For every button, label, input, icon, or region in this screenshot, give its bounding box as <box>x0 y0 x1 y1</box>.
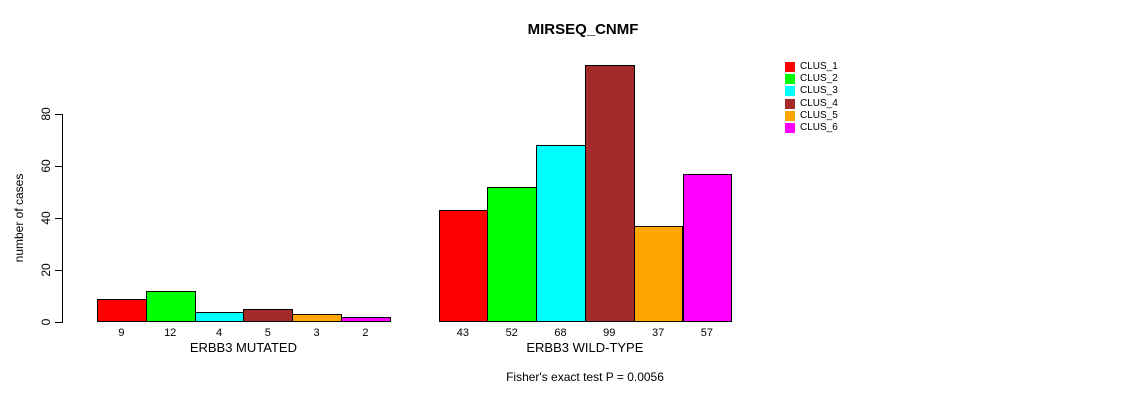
legend-item: CLUS_2 <box>785 73 838 85</box>
bar <box>682 174 733 322</box>
annotation-text: Fisher's exact test P = 0.0056 <box>506 370 664 384</box>
legend-swatch <box>785 74 795 85</box>
y-tick-label: 60 <box>39 159 53 173</box>
bar-value-label: 9 <box>118 327 125 339</box>
legend-item: CLUS_4 <box>785 98 838 110</box>
bar-value-label: 99 <box>603 327 616 339</box>
y-axis-line <box>62 114 63 323</box>
bar <box>536 145 586 322</box>
legend-label: CLUS_6 <box>800 122 838 133</box>
legend-swatch <box>785 62 795 72</box>
group-label: ERBB3 WILD-TYPE <box>526 340 644 355</box>
legend-swatch <box>785 123 795 133</box>
bar <box>292 314 342 322</box>
bar <box>341 317 391 322</box>
y-axis-label: number of cases <box>12 173 26 263</box>
bar-value-label: 2 <box>362 327 369 339</box>
legend-swatch <box>785 110 795 121</box>
legend-label: CLUS_3 <box>800 85 838 97</box>
bar <box>633 226 684 322</box>
bar <box>584 65 635 322</box>
bar-value-label: 52 <box>505 327 518 339</box>
legend-label: CLUS_5 <box>800 109 838 121</box>
y-tick-label: 0 <box>39 318 53 326</box>
bar-value-label: 4 <box>215 327 223 339</box>
group-label: ERBB3 MUTATED <box>189 340 297 355</box>
legend-swatch <box>785 86 795 97</box>
legend-label: CLUS_1 <box>800 61 838 72</box>
y-tick-label: 80 <box>39 107 53 121</box>
legend-item: CLUS_3 <box>785 85 838 97</box>
bar-value-label: 57 <box>700 327 714 339</box>
bar <box>487 187 538 322</box>
y-tick-label: 20 <box>39 263 53 277</box>
legend-item: CLUS_1 <box>785 61 838 73</box>
bar <box>438 210 489 322</box>
y-tick-label: 40 <box>39 211 53 225</box>
y-tick-mark <box>55 166 62 167</box>
y-tick-mark <box>55 270 62 271</box>
bar-value-label: 12 <box>164 327 177 339</box>
bar <box>243 309 294 322</box>
chart-title: MIRSEQ_CNMF <box>527 21 639 38</box>
bar <box>145 291 196 322</box>
legend-label: CLUS_4 <box>800 97 838 109</box>
y-tick-mark <box>55 218 62 219</box>
bar-value-label: 43 <box>456 327 470 339</box>
bar <box>194 312 245 322</box>
bar-value-label: 68 <box>554 327 567 339</box>
bar-value-label: 3 <box>313 327 320 339</box>
legend-label: CLUS_2 <box>800 73 838 85</box>
legend-item: CLUS_5 <box>785 110 838 122</box>
bar-value-label: 5 <box>264 327 271 339</box>
legend-item: CLUS_6 <box>785 122 838 134</box>
y-tick-mark <box>55 114 62 115</box>
y-tick-mark <box>55 322 62 323</box>
bar <box>97 299 147 322</box>
legend-swatch <box>785 98 795 109</box>
bar-value-label: 37 <box>651 327 665 339</box>
